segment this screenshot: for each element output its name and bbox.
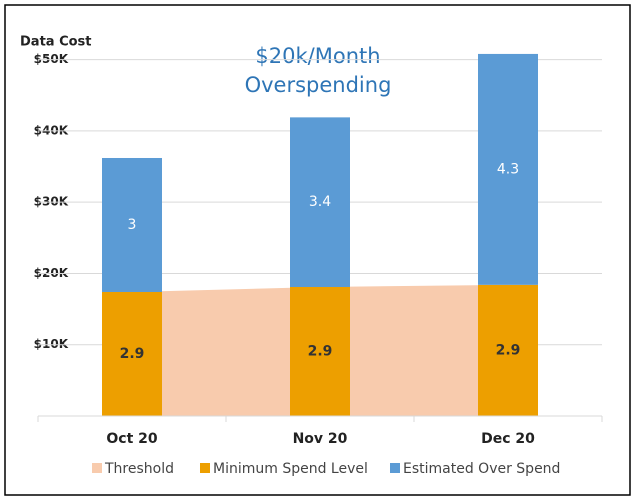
- data-label: 2.9: [496, 342, 521, 358]
- annotation: Overspending: [245, 73, 392, 97]
- legend-swatch: [390, 463, 400, 473]
- bar-segment: [102, 157, 162, 292]
- bar-segment: [102, 291, 162, 416]
- x-tick-label: Dec 20: [481, 431, 535, 447]
- data-label: 3.4: [309, 194, 331, 210]
- legend-label: Minimum Spend Level: [213, 461, 368, 477]
- legend-swatch: [92, 463, 102, 473]
- x-tick-label: Nov 20: [293, 431, 348, 447]
- data-label: 4.3: [497, 161, 519, 177]
- x-tick-label: Oct 20: [106, 431, 158, 447]
- legend-label: Threshold: [104, 461, 174, 477]
- bar-segment: [290, 117, 350, 287]
- data-label: 2.9: [308, 343, 333, 359]
- bar-segment: [478, 53, 538, 285]
- data-label: 2.9: [120, 346, 145, 362]
- bar-segment: [290, 286, 350, 416]
- data-label: 3: [128, 217, 137, 233]
- annotation: $20k/Month: [255, 44, 380, 68]
- legend-swatch: [200, 463, 210, 473]
- y-axis-label: Data Cost: [20, 35, 92, 50]
- bar-segment: [478, 284, 538, 416]
- legend-label: Estimated Over Spend: [403, 461, 560, 477]
